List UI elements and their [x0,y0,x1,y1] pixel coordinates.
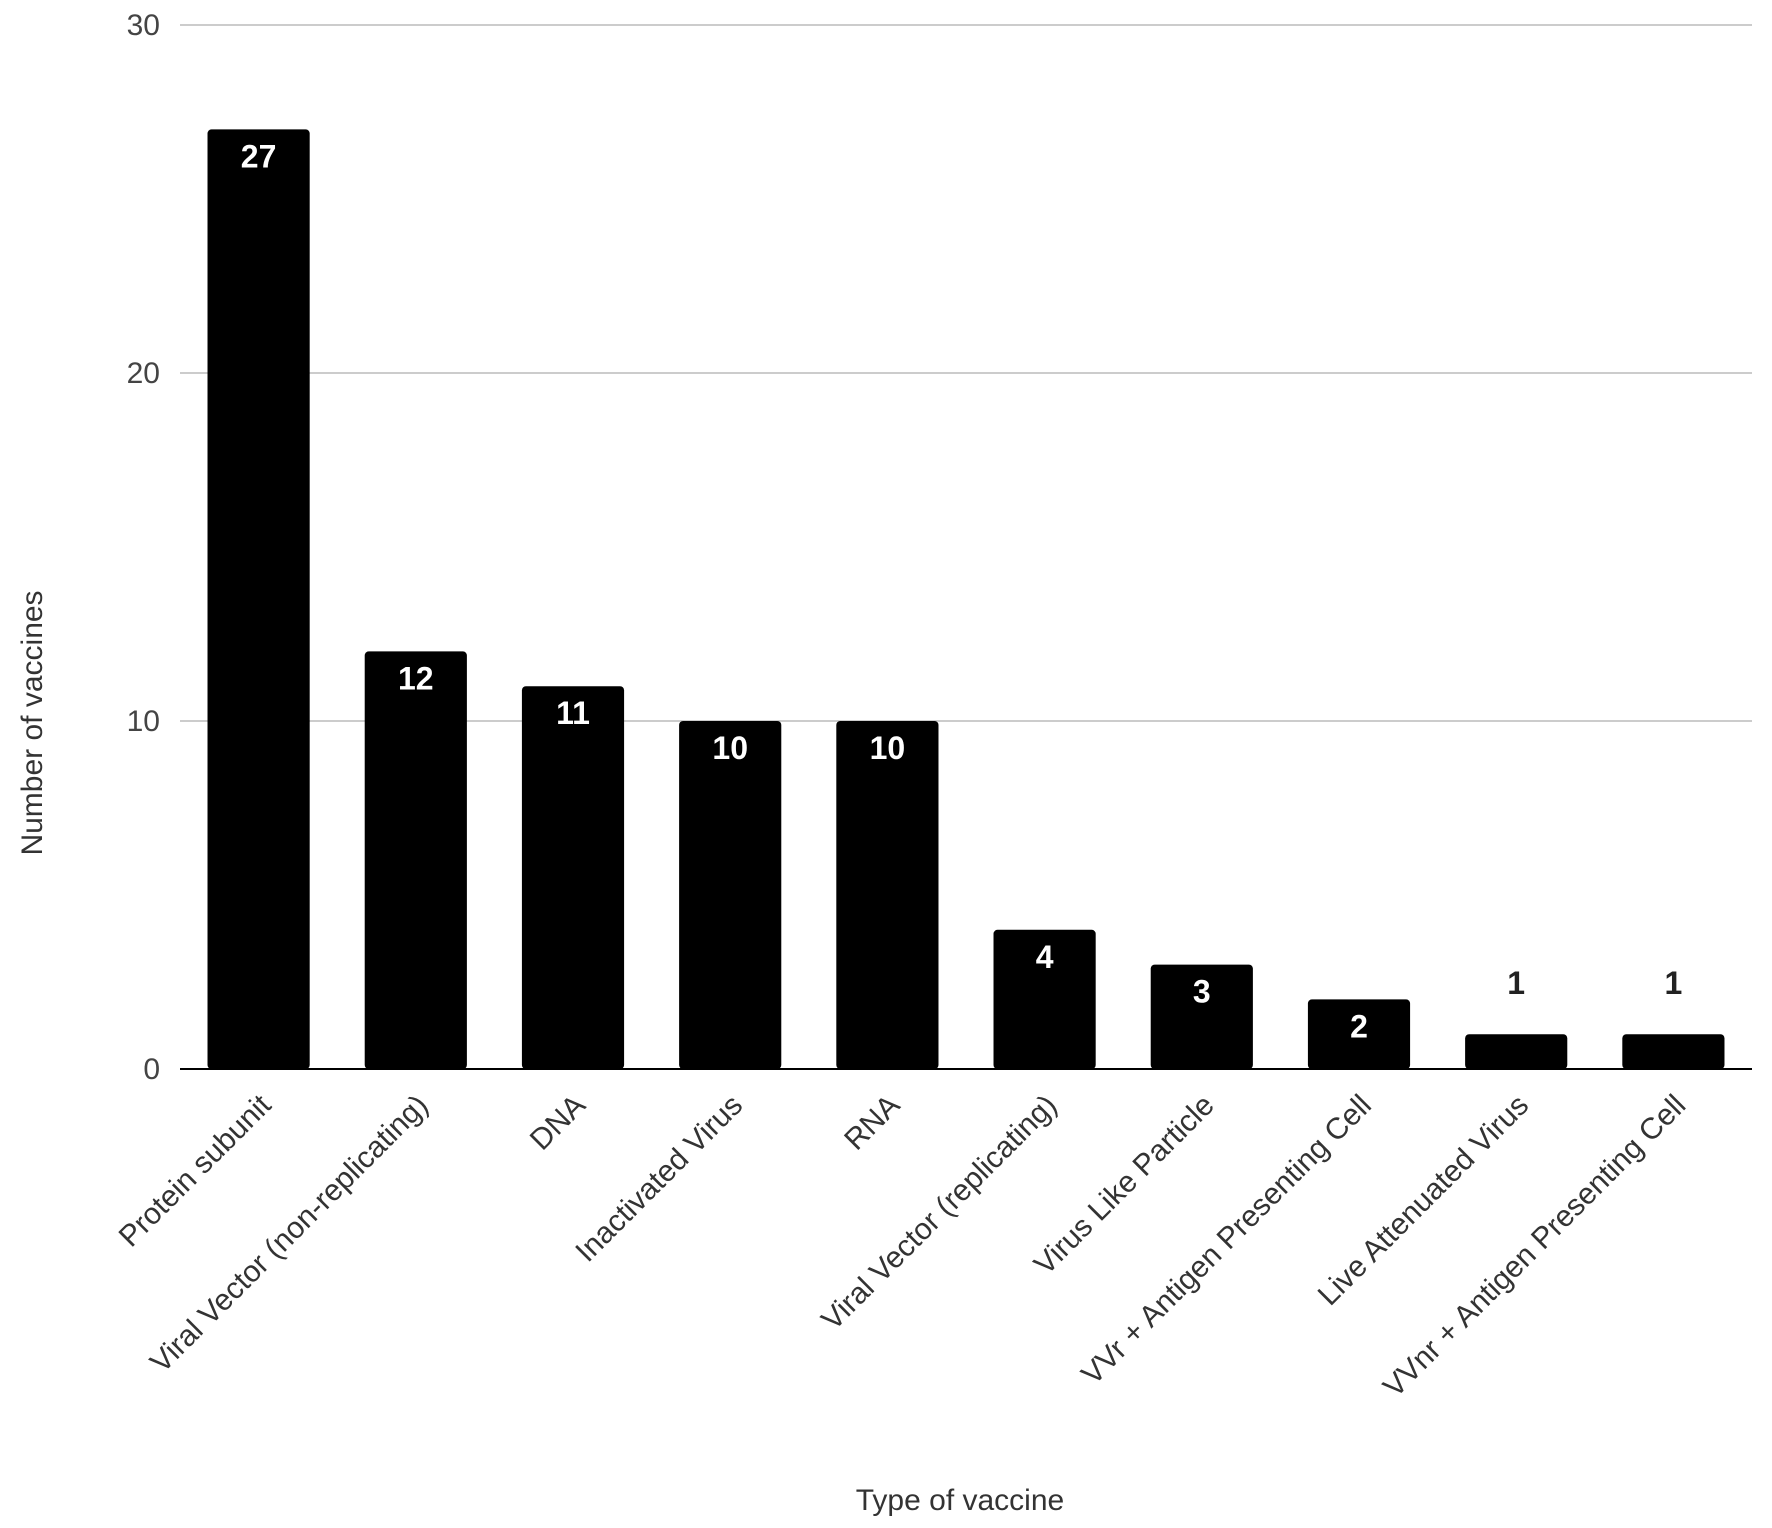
x-category-label: DNA [524,1089,592,1157]
x-category-label: Viral Vector (non-replicating) [144,1089,435,1380]
bar-data-label: 12 [398,660,434,696]
x-category-label: VVnr + Antigen Presenting Cell [1377,1089,1692,1404]
bar-data-label: 10 [712,730,748,766]
bar [1307,999,1411,1069]
bar-data-label: 27 [241,138,277,174]
x-category-label: RNA [838,1089,906,1157]
y-tick-label: 10 [127,705,160,738]
x-axis-title: Type of vaccine [856,1484,1064,1517]
x-category-label: Inactivated Virus [569,1089,749,1269]
bar-data-label: 2 [1350,1008,1368,1044]
bar [993,929,1096,1069]
y-tick-label: 20 [127,357,160,390]
y-axis-ticks: 0 10 20 30 [127,9,160,1086]
y-axis-title: Number of vaccines [16,590,49,855]
bar [836,721,939,1069]
bar [679,721,782,1069]
bars [207,129,1725,1069]
x-category-label: Protein subunit [113,1088,278,1253]
bar-data-label: 1 [1507,965,1525,1001]
bar-data-label: 4 [1036,939,1054,975]
bar [521,686,625,1069]
x-category-label: VVr + Antigen Presenting Cell [1075,1089,1378,1392]
y-tick-label: 30 [127,9,160,42]
bar [1465,1034,1568,1069]
bar-data-label: 11 [556,695,590,731]
y-tick-label: 0 [143,1053,160,1086]
bar-data-label: 3 [1193,974,1211,1010]
bar [1622,1034,1725,1069]
bar [1150,964,1253,1069]
bar [207,129,310,1069]
bar-data-label: 10 [870,730,906,766]
bar [364,651,467,1069]
bar-data-label: 1 [1665,965,1683,1001]
gridlines [180,24,1752,722]
